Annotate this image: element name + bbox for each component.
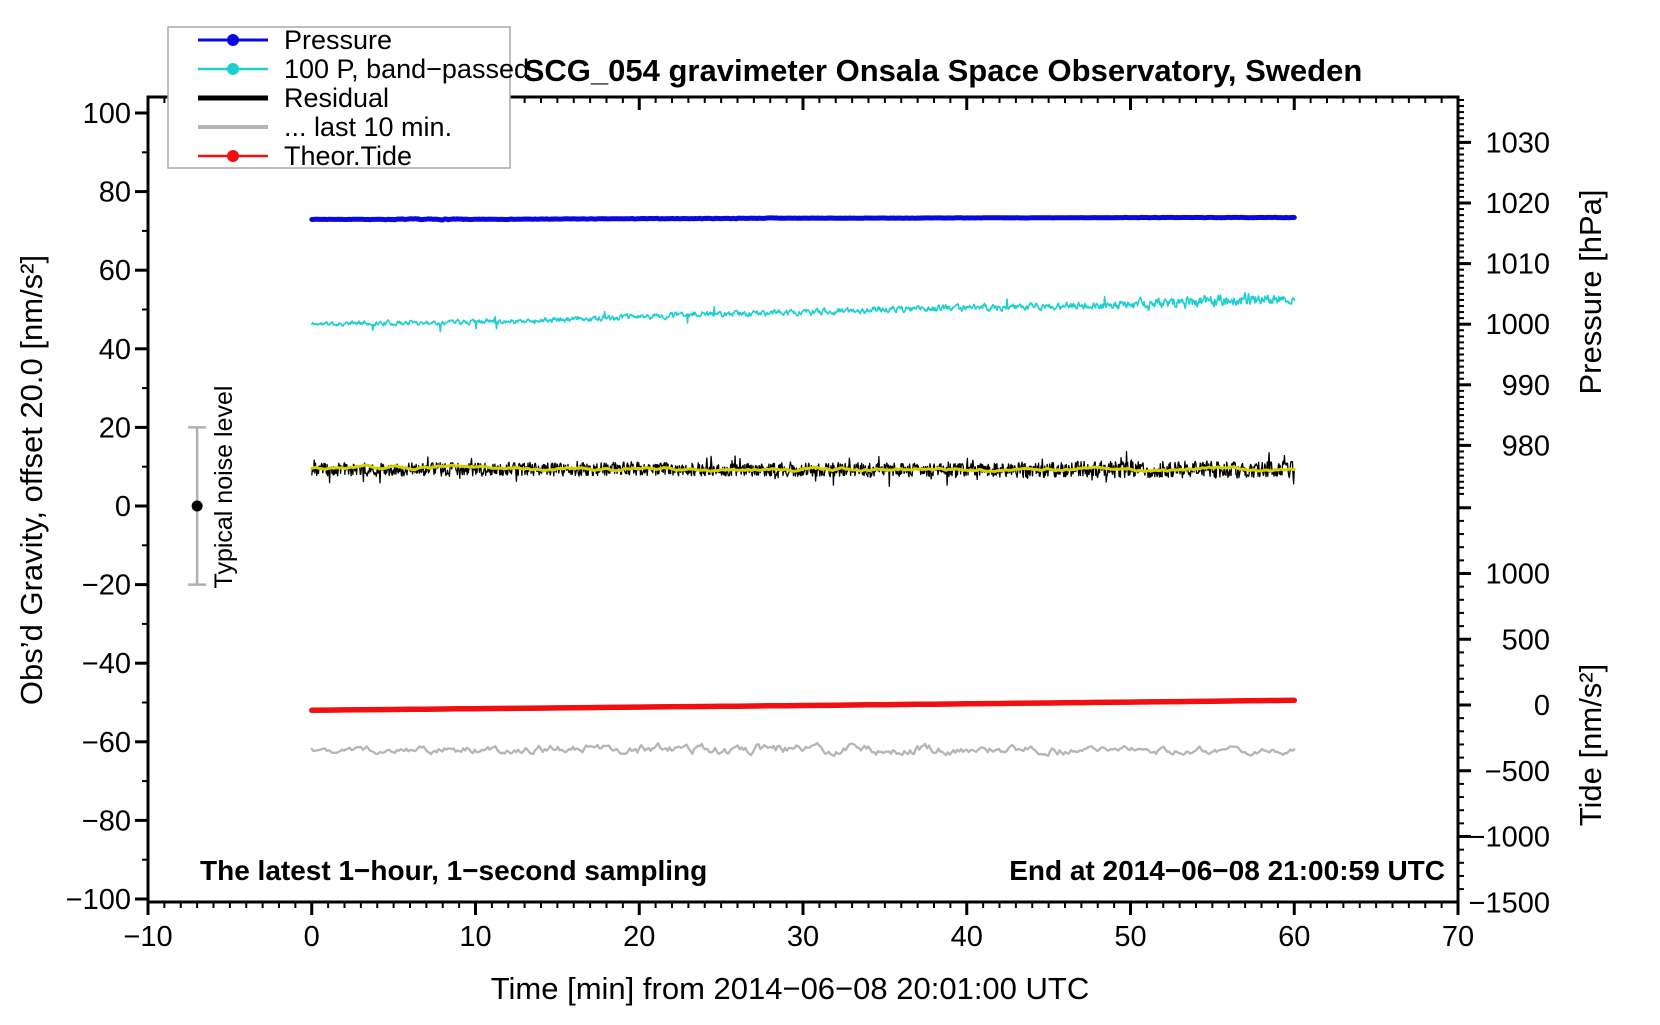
legend-marker-dot xyxy=(227,63,239,75)
pressure-tick-label: 1030 xyxy=(1485,127,1550,159)
tide-axis-label: Tide [nm/s²] xyxy=(1573,664,1608,827)
pressure-tick-label: 980 xyxy=(1502,430,1550,462)
x-tick-label: −10 xyxy=(123,921,172,953)
x-tick-label: 50 xyxy=(1114,921,1146,953)
chart-title: SCG_054 gravimeter Onsala Space Observat… xyxy=(524,53,1363,88)
legend-item-label: 100 P, band−passed xyxy=(284,54,529,84)
left-tick-label: −80 xyxy=(82,805,131,837)
tide-tick-label: −500 xyxy=(1485,756,1550,788)
legend-marker-dot xyxy=(227,34,239,46)
pressure-tick-label: 990 xyxy=(1502,370,1550,402)
left-tick-label: 40 xyxy=(99,334,131,366)
pressure-tick-label: 1010 xyxy=(1485,249,1550,281)
left-tick-label: −40 xyxy=(82,648,131,680)
x-tick-label: 0 xyxy=(304,921,320,953)
x-tick-label: 70 xyxy=(1442,921,1474,953)
pressure-axis-label: Pressure [hPa] xyxy=(1573,189,1608,394)
tide-tick-label: 500 xyxy=(1502,624,1550,656)
x-tick-label: 10 xyxy=(459,921,491,953)
legend-item-label: Theor.Tide xyxy=(284,141,412,171)
legend-item-label: Residual xyxy=(284,83,389,113)
series-last_10_min xyxy=(310,741,1296,758)
axis-ticks: −10 0 10 20 30 40 50 60 70100806040200−20−40−60−… xyxy=(66,97,1550,953)
sampling-annotation: The latest 1−hour, 1−second sampling xyxy=(200,855,707,886)
end-time-annotation: End at 2014−06−08 21:00:59 UTC xyxy=(1009,855,1445,886)
series-theor_tide xyxy=(309,697,1298,714)
legend-item-label: Pressure xyxy=(284,25,392,55)
x-tick-label: 20 xyxy=(623,921,655,953)
left-tick-label: −60 xyxy=(82,727,131,759)
series-residual_smooth xyxy=(310,463,1296,474)
tide-tick-label: −1500 xyxy=(1469,887,1550,919)
legend-item-label: ... last 10 min. xyxy=(284,112,452,142)
noise-bar-center-dot xyxy=(191,500,203,512)
pressure-tick-label: 1020 xyxy=(1485,188,1550,220)
left-axis-label: Obs’d Gravity, offset 20.0 [nm/s²] xyxy=(14,255,49,705)
left-tick-label: −100 xyxy=(66,884,131,916)
noise-level-label: Typical noise level xyxy=(210,386,238,589)
x-axis-label: Time [min] from 2014−06−08 20:01:00 UTC xyxy=(491,971,1090,1006)
series-pressure xyxy=(309,214,1297,223)
x-tick-label: 40 xyxy=(951,921,983,953)
left-tick-label: 100 xyxy=(83,98,131,130)
tide-tick-label: 0 xyxy=(1534,690,1550,722)
left-tick-label: 20 xyxy=(99,412,131,444)
x-tick-label: 30 xyxy=(787,921,819,953)
series-band_passed xyxy=(310,291,1296,333)
typical-noise-errorbar xyxy=(188,426,207,586)
left-tick-label: 0 xyxy=(115,491,131,523)
left-tick-label: −20 xyxy=(82,570,131,602)
tide-tick-label: 1000 xyxy=(1485,559,1550,591)
left-tick-label: 80 xyxy=(99,177,131,209)
series-residual xyxy=(311,451,1295,488)
pressure-tick-label: 1000 xyxy=(1485,309,1550,341)
legend-marker-dot xyxy=(227,150,239,162)
tide-tick-label: −1000 xyxy=(1469,822,1550,854)
data-series xyxy=(309,214,1298,758)
left-tick-label: 60 xyxy=(99,255,131,287)
x-tick-label: 60 xyxy=(1278,921,1310,953)
